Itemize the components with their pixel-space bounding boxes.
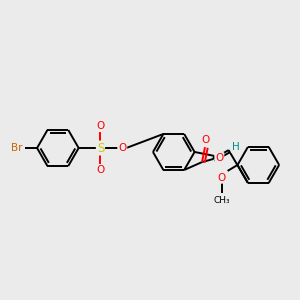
Text: S: S bbox=[97, 142, 104, 154]
Text: H: H bbox=[232, 142, 239, 152]
Text: O: O bbox=[96, 121, 105, 131]
Text: O: O bbox=[218, 173, 226, 183]
Text: CH₃: CH₃ bbox=[213, 196, 230, 205]
Text: O: O bbox=[202, 135, 210, 145]
Text: O: O bbox=[118, 143, 126, 153]
Text: Br: Br bbox=[11, 143, 23, 153]
Text: O: O bbox=[215, 153, 224, 163]
Text: O: O bbox=[96, 165, 105, 175]
